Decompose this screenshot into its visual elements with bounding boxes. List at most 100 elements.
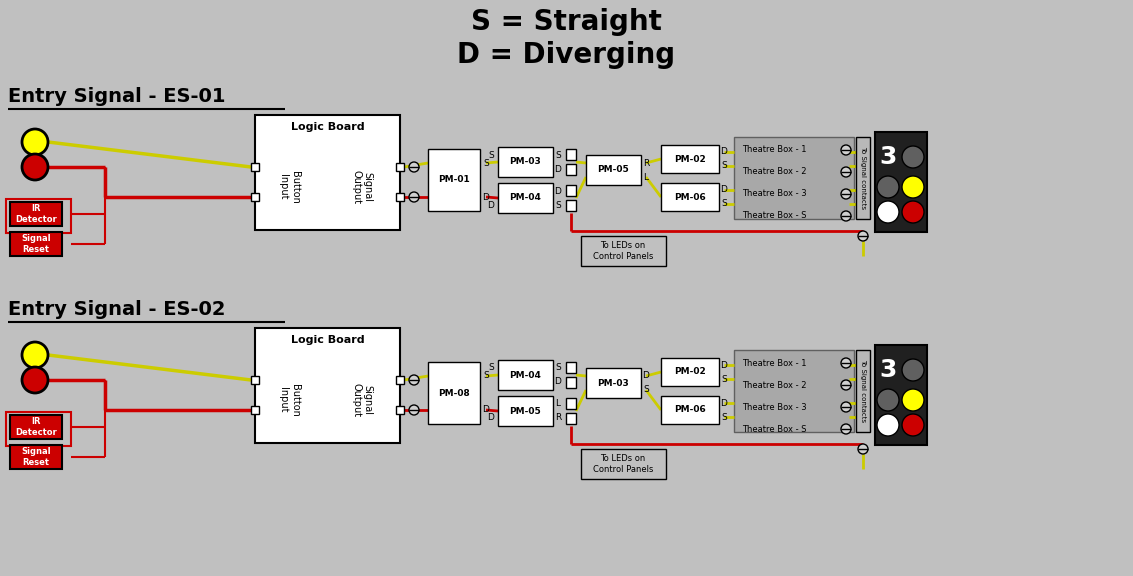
Bar bbox=[581, 449, 666, 479]
Text: Button
Input: Button Input bbox=[279, 384, 300, 416]
Text: To LEDs on
Control Panels: To LEDs on Control Panels bbox=[593, 241, 654, 261]
Text: Signal
Reset: Signal Reset bbox=[22, 448, 51, 467]
Text: D: D bbox=[483, 406, 489, 415]
Circle shape bbox=[841, 211, 851, 221]
Text: S: S bbox=[644, 385, 649, 395]
Bar bbox=[857, 350, 870, 432]
Text: Entry Signal - ES-02: Entry Signal - ES-02 bbox=[8, 300, 225, 319]
Bar bbox=[499, 183, 553, 213]
Text: D: D bbox=[554, 165, 562, 173]
Text: S: S bbox=[555, 200, 561, 210]
Text: L: L bbox=[644, 172, 648, 181]
Text: PM-06: PM-06 bbox=[674, 406, 706, 415]
Text: R: R bbox=[642, 158, 649, 168]
Text: PM-08: PM-08 bbox=[438, 388, 470, 397]
Circle shape bbox=[22, 154, 48, 180]
Circle shape bbox=[902, 389, 925, 411]
Bar bbox=[428, 362, 480, 424]
Text: R: R bbox=[555, 414, 561, 423]
Text: D: D bbox=[554, 377, 562, 386]
Bar bbox=[857, 137, 870, 219]
Bar bbox=[566, 398, 576, 409]
Text: 3: 3 bbox=[879, 145, 896, 169]
Circle shape bbox=[877, 389, 898, 411]
Text: S: S bbox=[721, 161, 727, 170]
Bar bbox=[581, 236, 666, 266]
Text: Theatre Box - 2: Theatre Box - 2 bbox=[742, 168, 807, 176]
Bar bbox=[586, 368, 641, 398]
Text: S: S bbox=[488, 363, 494, 373]
Bar bbox=[255, 328, 400, 443]
Circle shape bbox=[22, 342, 48, 368]
Text: PM-01: PM-01 bbox=[438, 176, 470, 184]
Text: L: L bbox=[555, 400, 561, 408]
Circle shape bbox=[409, 375, 419, 385]
Text: S = Straight: S = Straight bbox=[470, 8, 662, 36]
Text: PM-04: PM-04 bbox=[510, 194, 542, 203]
Text: S: S bbox=[483, 372, 488, 381]
Circle shape bbox=[877, 414, 898, 436]
Bar bbox=[499, 147, 553, 177]
Text: Logic Board: Logic Board bbox=[291, 335, 365, 345]
Bar bbox=[252, 376, 259, 384]
Text: S: S bbox=[555, 150, 561, 160]
Bar bbox=[566, 377, 576, 388]
Bar bbox=[566, 362, 576, 373]
Text: D: D bbox=[721, 185, 727, 195]
Text: To LEDs on
Control Panels: To LEDs on Control Panels bbox=[593, 454, 654, 473]
Bar bbox=[252, 406, 259, 414]
Text: Theatre Box - 3: Theatre Box - 3 bbox=[742, 190, 807, 199]
Bar bbox=[566, 185, 576, 196]
Bar bbox=[397, 163, 404, 171]
Bar bbox=[566, 413, 576, 424]
Text: D: D bbox=[487, 414, 494, 423]
Bar bbox=[10, 232, 62, 256]
Bar bbox=[499, 396, 553, 426]
Bar bbox=[566, 200, 576, 211]
Bar bbox=[252, 163, 259, 171]
Text: D: D bbox=[721, 361, 727, 369]
Circle shape bbox=[409, 192, 419, 202]
Circle shape bbox=[841, 424, 851, 434]
Bar bbox=[397, 406, 404, 414]
Circle shape bbox=[841, 167, 851, 177]
Bar bbox=[661, 358, 719, 386]
Circle shape bbox=[902, 359, 925, 381]
Circle shape bbox=[902, 176, 925, 198]
Text: To Signal contacts: To Signal contacts bbox=[860, 146, 866, 210]
Text: IR
Detector: IR Detector bbox=[15, 204, 57, 223]
Bar bbox=[586, 155, 641, 185]
Circle shape bbox=[877, 176, 898, 198]
Text: Theatre Box - S: Theatre Box - S bbox=[742, 211, 807, 221]
Circle shape bbox=[858, 444, 868, 454]
Bar bbox=[661, 183, 719, 211]
Circle shape bbox=[22, 367, 48, 393]
Bar bbox=[6, 199, 71, 233]
Text: Signal
Output: Signal Output bbox=[351, 383, 373, 417]
Text: D: D bbox=[487, 200, 494, 210]
Bar bbox=[734, 137, 854, 219]
Text: S: S bbox=[483, 158, 488, 168]
Bar bbox=[734, 350, 854, 432]
Text: Theatre Box - 1: Theatre Box - 1 bbox=[742, 146, 807, 154]
Text: PM-02: PM-02 bbox=[674, 367, 706, 377]
Bar bbox=[875, 345, 927, 445]
Bar bbox=[397, 193, 404, 201]
Text: D = Diverging: D = Diverging bbox=[457, 41, 675, 69]
Circle shape bbox=[841, 358, 851, 368]
Circle shape bbox=[409, 405, 419, 415]
Text: S: S bbox=[721, 412, 727, 422]
Text: D: D bbox=[721, 147, 727, 157]
Text: Button
Input: Button Input bbox=[279, 170, 300, 203]
Text: Signal
Output: Signal Output bbox=[351, 170, 373, 204]
Bar bbox=[10, 415, 62, 439]
Text: D: D bbox=[642, 372, 649, 381]
Text: PM-05: PM-05 bbox=[510, 407, 542, 415]
Bar bbox=[252, 193, 259, 201]
Text: S: S bbox=[721, 199, 727, 209]
Bar bbox=[255, 115, 400, 230]
Text: PM-03: PM-03 bbox=[597, 378, 629, 388]
Circle shape bbox=[858, 231, 868, 241]
Text: IR
Detector: IR Detector bbox=[15, 417, 57, 437]
Text: 3: 3 bbox=[879, 358, 896, 382]
